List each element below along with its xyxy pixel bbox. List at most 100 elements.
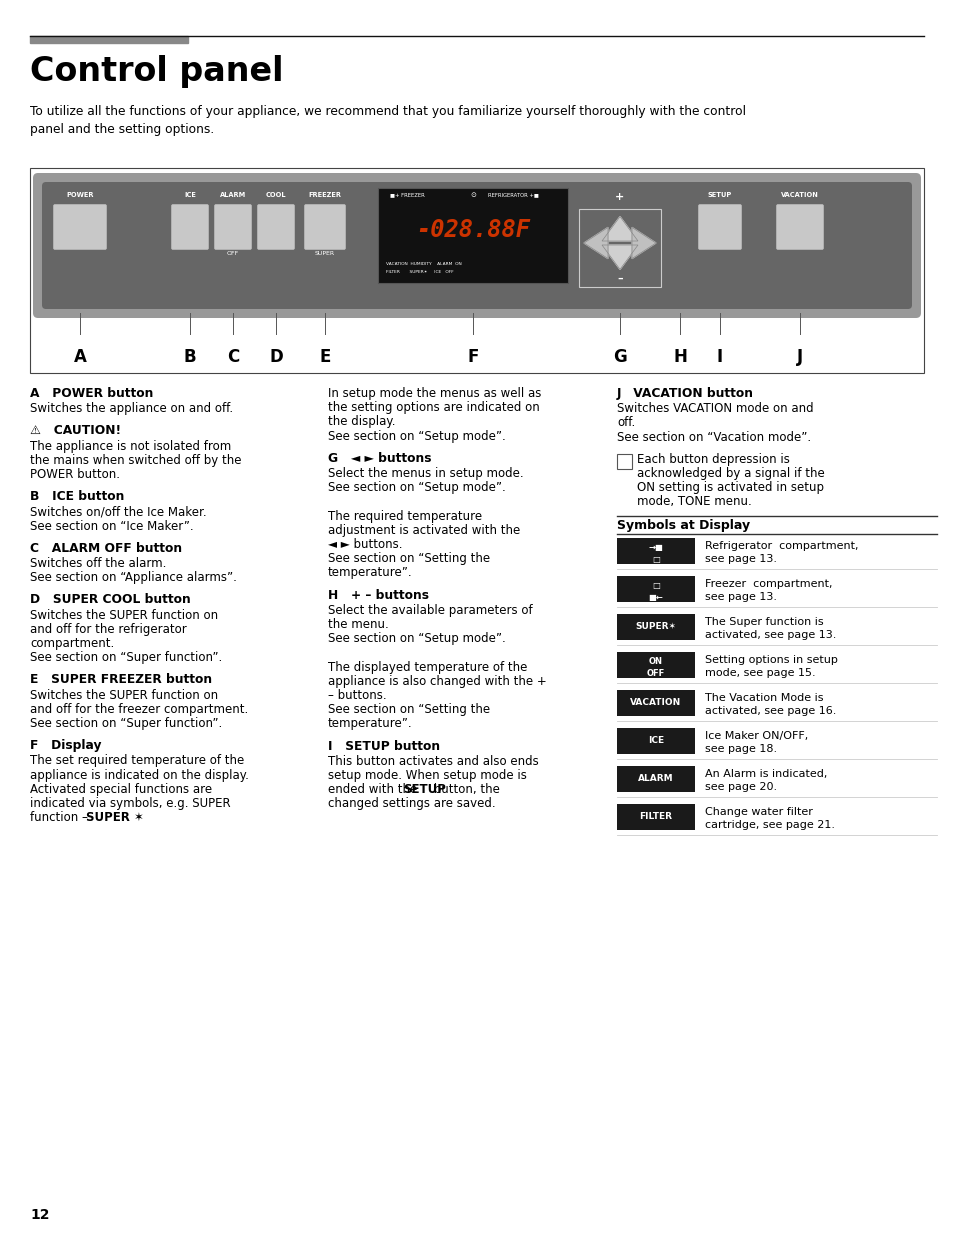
Text: D: D — [269, 348, 283, 366]
Text: To utilize all the functions of your appliance, we recommend that you familiariz: To utilize all the functions of your app… — [30, 105, 745, 136]
FancyBboxPatch shape — [214, 205, 252, 249]
Polygon shape — [601, 245, 638, 269]
Text: the display.: the display. — [328, 415, 395, 429]
Text: ALARM: ALARM — [219, 191, 246, 198]
Text: E: E — [319, 348, 331, 366]
Polygon shape — [631, 227, 656, 258]
Text: A: A — [73, 348, 87, 366]
Text: mode, see page 15.: mode, see page 15. — [704, 668, 815, 678]
Text: Select the available parameters of: Select the available parameters of — [328, 604, 532, 616]
Text: F: F — [467, 348, 478, 366]
Text: See section on “Super function”.: See section on “Super function”. — [30, 718, 222, 730]
Text: Control panel: Control panel — [30, 56, 283, 88]
Text: ended with the: ended with the — [328, 783, 420, 797]
Text: SUPER: SUPER — [314, 251, 335, 256]
Text: see page 20.: see page 20. — [704, 782, 777, 792]
Text: SETUP: SETUP — [707, 191, 731, 198]
Text: A   POWER button: A POWER button — [30, 387, 153, 400]
Text: ON: ON — [648, 657, 662, 666]
Text: – buttons.: – buttons. — [328, 689, 386, 701]
Text: I: I — [717, 348, 722, 366]
Text: function –: function – — [30, 811, 91, 824]
Text: temperature”.: temperature”. — [328, 718, 413, 730]
Text: Each button depression is: Each button depression is — [637, 453, 789, 466]
Text: adjustment is activated with the: adjustment is activated with the — [328, 524, 519, 537]
Text: Switches the appliance on and off.: Switches the appliance on and off. — [30, 403, 233, 415]
Text: See section on “Setup mode”.: See section on “Setup mode”. — [328, 482, 505, 494]
Text: F   Display: F Display — [30, 740, 101, 752]
Text: Symbols at Display: Symbols at Display — [617, 519, 749, 531]
Text: Refrigerator  compartment,: Refrigerator compartment, — [704, 541, 858, 551]
Text: The Super function is: The Super function is — [704, 616, 822, 626]
Bar — [617, 689, 695, 715]
Bar — [578, 209, 660, 288]
Text: POWER: POWER — [66, 191, 93, 198]
Text: ■+ FREEZER: ■+ FREEZER — [390, 191, 424, 198]
Text: off.: off. — [617, 416, 635, 430]
Text: the menu.: the menu. — [328, 618, 388, 631]
Bar — [30, 168, 923, 373]
Text: OFF: OFF — [227, 251, 239, 256]
FancyBboxPatch shape — [257, 205, 294, 249]
Text: see page 13.: see page 13. — [704, 592, 776, 601]
Text: See section on “Ice Maker”.: See section on “Ice Maker”. — [30, 520, 193, 532]
Text: cartridge, see page 21.: cartridge, see page 21. — [704, 820, 834, 830]
Text: C: C — [227, 348, 239, 366]
Text: D   SUPER COOL button: D SUPER COOL button — [30, 593, 191, 606]
Text: activated, see page 13.: activated, see page 13. — [704, 630, 836, 640]
Text: Change water filter: Change water filter — [704, 806, 812, 816]
Text: and off for the freezer compartment.: and off for the freezer compartment. — [30, 703, 248, 716]
Text: B   ICE button: B ICE button — [30, 490, 124, 503]
Text: ◄ ► buttons.: ◄ ► buttons. — [328, 538, 402, 551]
FancyBboxPatch shape — [33, 173, 920, 317]
Text: An Alarm is indicated,: An Alarm is indicated, — [704, 768, 826, 778]
Bar — [617, 652, 695, 678]
Text: Switches VACATION mode on and: Switches VACATION mode on and — [617, 403, 813, 415]
Text: FILTER: FILTER — [639, 813, 672, 821]
Text: mode, TONE menu.: mode, TONE menu. — [637, 495, 751, 509]
Text: See section on “Setup mode”.: See section on “Setup mode”. — [328, 430, 505, 442]
Text: H   + – buttons: H + – buttons — [328, 589, 429, 601]
Text: -028.88F: -028.88F — [416, 219, 530, 242]
Text: □: □ — [652, 580, 659, 589]
FancyBboxPatch shape — [698, 205, 740, 249]
Text: ICE: ICE — [647, 736, 663, 745]
Bar — [617, 537, 695, 563]
Text: Switches on/off the Ice Maker.: Switches on/off the Ice Maker. — [30, 505, 207, 519]
Text: OFF: OFF — [646, 668, 664, 678]
FancyBboxPatch shape — [53, 205, 107, 249]
Text: Switches the SUPER function on: Switches the SUPER function on — [30, 609, 218, 621]
Text: ■←: ■← — [648, 593, 662, 601]
Bar — [617, 576, 695, 601]
Text: SUPER ✶: SUPER ✶ — [86, 811, 144, 824]
Text: See section on “Vacation mode”.: See section on “Vacation mode”. — [617, 431, 810, 443]
Text: activated, see page 16.: activated, see page 16. — [704, 705, 836, 715]
Text: button, the: button, the — [430, 783, 500, 797]
Text: VACATION: VACATION — [630, 698, 680, 708]
Text: SUPER✶: SUPER✶ — [635, 622, 676, 631]
Bar — [617, 804, 695, 830]
Text: appliance is also changed with the +: appliance is also changed with the + — [328, 674, 546, 688]
Text: +: + — [615, 191, 624, 203]
Text: This button activates and also ends: This button activates and also ends — [328, 755, 538, 768]
Bar — [617, 727, 695, 753]
Text: appliance is indicated on the display.: appliance is indicated on the display. — [30, 768, 249, 782]
Text: see page 13.: see page 13. — [704, 553, 776, 563]
Text: setup mode. When setup mode is: setup mode. When setup mode is — [328, 769, 526, 782]
Polygon shape — [583, 227, 607, 258]
Text: Ice Maker ON/OFF,: Ice Maker ON/OFF, — [704, 731, 807, 741]
Text: Select the menus in setup mode.: Select the menus in setup mode. — [328, 467, 523, 480]
Text: C   ALARM OFF button: C ALARM OFF button — [30, 542, 182, 555]
Text: B: B — [184, 348, 196, 366]
Text: the mains when switched off by the: the mains when switched off by the — [30, 453, 241, 467]
Text: FREEZER: FREEZER — [308, 191, 341, 198]
Text: See section on “Setting the: See section on “Setting the — [328, 703, 490, 716]
Text: ⊙: ⊙ — [470, 191, 476, 198]
Text: changed settings are saved.: changed settings are saved. — [328, 798, 496, 810]
Text: compartment.: compartment. — [30, 637, 114, 650]
Text: –: – — [617, 274, 622, 284]
Bar — [377, 188, 567, 283]
Text: H: H — [673, 348, 686, 366]
Text: FILTER       SUPER✶     ICE   OFF: FILTER SUPER✶ ICE OFF — [386, 270, 454, 274]
Text: The displayed temperature of the: The displayed temperature of the — [328, 661, 527, 673]
